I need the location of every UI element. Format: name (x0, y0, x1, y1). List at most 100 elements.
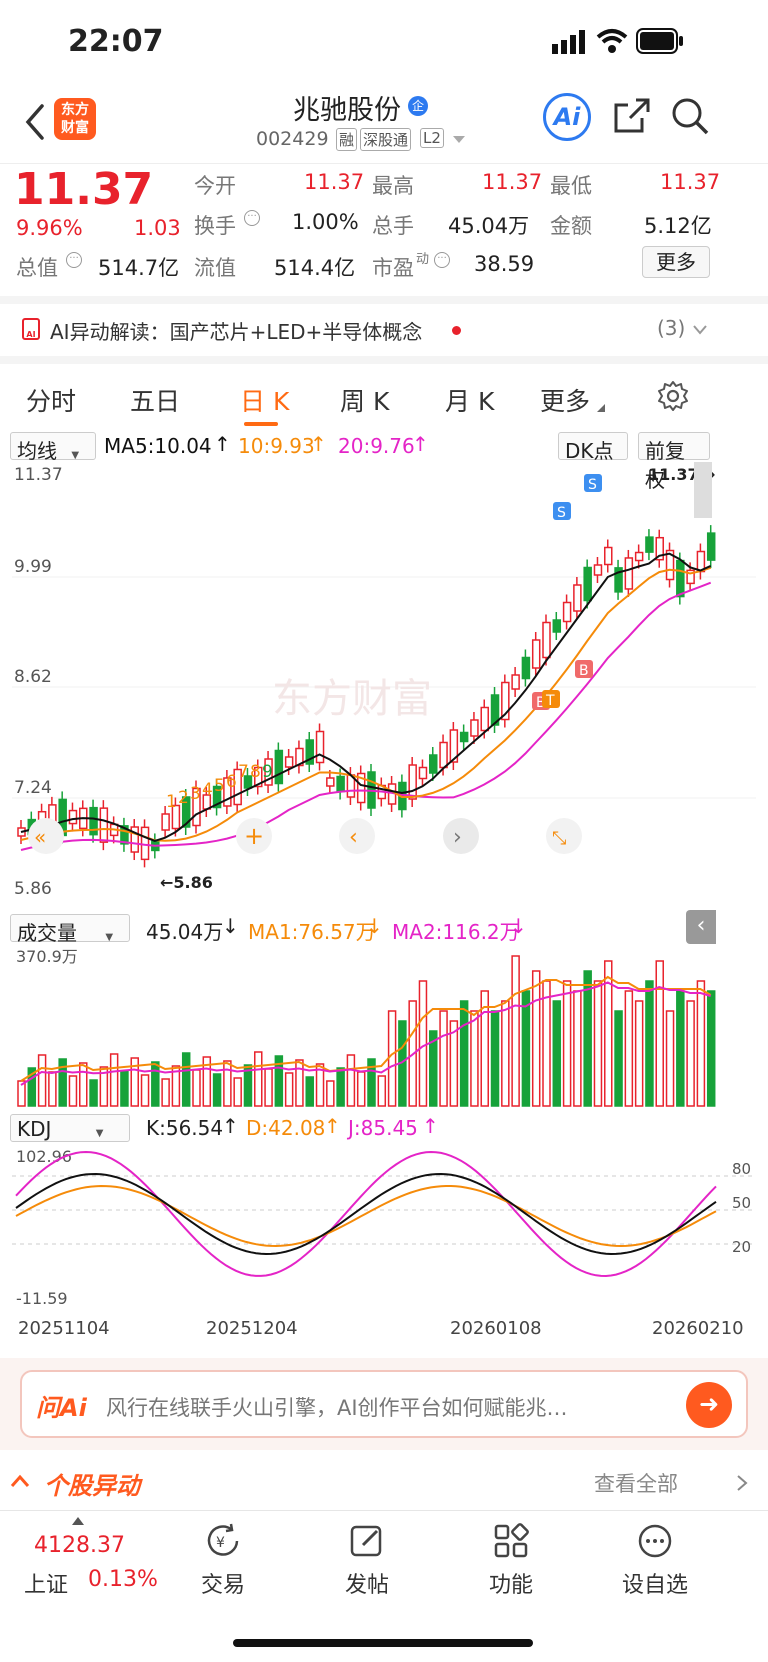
signal-marker[interactable] (553, 502, 571, 520)
ai-reading-count: (3) (657, 316, 686, 340)
ma-selector[interactable]: 均线 ▼ (10, 432, 96, 463)
ask-ai-section: 问Ai 风行在线联手火山引擎，AI创作平台如何赋能兆… ➜ (0, 1358, 768, 1450)
prev-icon[interactable] (339, 818, 375, 854)
zoom-in-icon[interactable] (236, 818, 272, 854)
kdj-top-label: 102.96 (16, 1147, 72, 1166)
view-all-link[interactable]: 查看全部 (594, 1472, 678, 1496)
nav-watchlist[interactable]: 设自选 (600, 1521, 710, 1599)
nav-functions[interactable]: 功能 (456, 1521, 566, 1599)
anomaly-section[interactable]: 个股异动 查看全部 (0, 1458, 768, 1510)
kdj-chart[interactable]: 102.96 -11.59 80 50 20 (12, 1144, 756, 1314)
volume-chart[interactable]: 370.9万 (12, 944, 756, 1110)
volume-bar (614, 1010, 623, 1107)
index-value[interactable]: 4128.37 (34, 1533, 125, 1558)
volume-bar (706, 990, 716, 1107)
scroll-indicator[interactable] (694, 462, 712, 518)
plus-glyph: + (244, 822, 264, 850)
tab-more[interactable]: 更多 (540, 387, 591, 416)
ask-ai-box[interactable]: 问Ai 风行在线联手火山引擎，AI创作平台如何赋能兆… ➜ (20, 1370, 748, 1438)
tab-weekly-k[interactable]: 周 K (340, 387, 390, 416)
nav-post[interactable]: 发帖 (312, 1521, 422, 1599)
volume-bar (274, 1055, 284, 1107)
info-icon[interactable]: ··· (244, 210, 260, 226)
gear-icon[interactable] (657, 380, 689, 412)
candle (171, 804, 181, 830)
volume-bar (470, 1010, 479, 1107)
candle (562, 601, 572, 623)
candle (315, 730, 325, 764)
signal-marker[interactable] (584, 474, 602, 492)
candle (212, 785, 222, 809)
ai-doc-icon: AI (22, 318, 40, 340)
kdj-level-50: 50 (732, 1194, 751, 1212)
anomaly-title: 个股异动 (44, 1472, 140, 1500)
ai-button[interactable]: Ai (543, 93, 591, 141)
dk-button[interactable]: DK点 (558, 432, 628, 463)
collapse-panel-icon[interactable]: ‹ (686, 910, 716, 944)
pe-value: 38.59 (474, 252, 535, 276)
index-pct[interactable]: 0.13% (88, 1567, 158, 1592)
back-icon[interactable] (22, 102, 46, 142)
open-value: 11.37 (304, 170, 365, 194)
candle (418, 766, 428, 780)
candle (470, 719, 479, 737)
dropdown-triangle-icon[interactable] (452, 134, 466, 144)
more-button[interactable]: 更多 (642, 246, 710, 278)
ma5-legend: MA5:10.04 (104, 434, 212, 458)
candle (192, 787, 201, 827)
amount-value: 5.12亿 (644, 214, 712, 238)
chevron-down-icon (693, 325, 707, 335)
up-arrow-icon: ↑ (422, 1114, 439, 1138)
ai-reading-bar[interactable]: AI AI异动解读：国产芯片+LED+半导体概念 (3) (0, 304, 768, 364)
ma20-legend: 20:9.76 (338, 434, 415, 458)
volume-bar (171, 1065, 181, 1107)
info-icon[interactable]: ··· (66, 252, 82, 268)
ma-selector-label: 均线 (17, 439, 57, 463)
index-name[interactable]: 上证 (24, 1573, 69, 1598)
mktcap-value: 514.7亿 (98, 256, 180, 280)
open-label: 今开 (194, 174, 236, 198)
volume-bar (79, 1062, 88, 1107)
tab-intraday[interactable]: 分时 (26, 387, 77, 416)
fullscreen-icon[interactable] (546, 818, 582, 854)
next-icon[interactable] (443, 818, 479, 854)
double-left-icon[interactable] (28, 818, 64, 854)
stock-header: 东方 财富 兆驰股份 企 002429 融 深股通 L2 Ai (0, 88, 768, 164)
down-arrow-icon: ↓ (366, 914, 383, 938)
candle (490, 694, 500, 726)
kdj-selector[interactable]: KDJ ▼ (10, 1114, 130, 1142)
volume-bar (192, 1069, 201, 1107)
share-icon[interactable] (612, 96, 652, 136)
nav-trade[interactable]: ¥ 交易 (168, 1521, 278, 1599)
ask-ai-text: 风行在线联手火山引擎，AI创作平台如何赋能兆… (106, 1396, 568, 1420)
adjust-button[interactable]: 前复权 (638, 432, 710, 492)
volume-value: 45.04万 (448, 214, 530, 238)
volume-bar (233, 1077, 242, 1107)
candle (614, 567, 623, 593)
tab-5day[interactable]: 五日 (130, 387, 181, 416)
svg-text:¥: ¥ (216, 1535, 225, 1551)
search-icon[interactable] (670, 96, 710, 136)
candle (274, 749, 284, 785)
turnover-value: 1.00% (292, 210, 359, 234)
ask-ai-send-icon[interactable]: ➜ (686, 1382, 732, 1428)
signal-marker[interactable] (575, 660, 593, 678)
td-number: 5 (214, 776, 225, 796)
tab-daily-k[interactable]: 日 K (240, 387, 290, 416)
td-number: 3 (190, 784, 201, 804)
signal-label: B (579, 663, 589, 679)
signal-marker[interactable] (542, 690, 560, 708)
tab-monthly-k[interactable]: 月 K (445, 387, 495, 416)
candle (706, 532, 716, 561)
td-number: 6 (226, 772, 237, 792)
up-arrow-icon: ↑ (222, 1114, 239, 1138)
td-number: 9 (262, 762, 273, 782)
volume-selector[interactable]: 成交量 ▼ (10, 914, 130, 945)
candle (624, 557, 634, 590)
app-logo[interactable]: 东方 财富 (54, 98, 96, 140)
chevron-up-icon[interactable] (10, 1474, 30, 1488)
volume-bar (336, 1067, 345, 1107)
info-icon[interactable]: ··· (434, 252, 450, 268)
candle (480, 706, 489, 732)
